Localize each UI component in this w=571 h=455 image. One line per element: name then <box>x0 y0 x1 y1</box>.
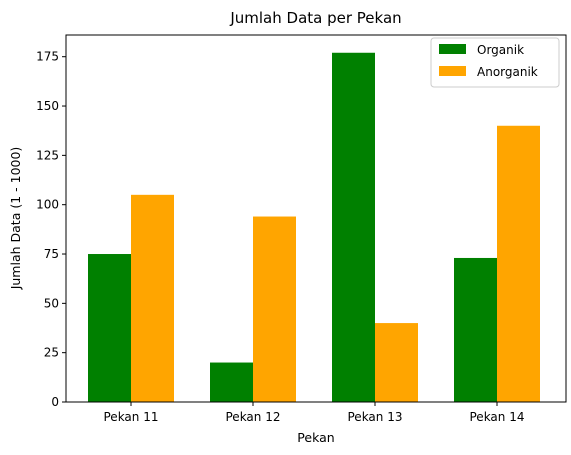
y-tick-label: 150 <box>36 99 59 113</box>
bar-organik-pekan-14 <box>454 257 497 402</box>
y-axis: 0 25 50 75 100 125 150 175 <box>36 50 66 409</box>
bars-group <box>88 52 540 403</box>
y-tick-label: 25 <box>44 346 59 360</box>
y-tick-label: 100 <box>36 198 59 212</box>
x-tick-label-pekan-11: Pekan 11 <box>104 410 159 424</box>
x-tick-label-pekan-13: Pekan 13 <box>348 410 403 424</box>
bar-organik-pekan-13 <box>332 52 375 403</box>
legend: Organik Anorganik <box>430 37 560 88</box>
legend-label-anorganik: Anorganik <box>477 65 538 79</box>
y-tick-label: 125 <box>36 148 59 162</box>
legend-swatch-organik <box>439 44 466 54</box>
x-axis-label: Pekan <box>297 430 334 445</box>
plot-frame <box>65 34 567 403</box>
x-tick-label-pekan-12: Pekan 12 <box>226 410 281 424</box>
x-tick-label-pekan-14: Pekan 14 <box>470 410 525 424</box>
y-tick-label: 75 <box>44 247 59 261</box>
bar-anorganik-pekan-12 <box>253 216 296 402</box>
y-axis-label: Jumlah Data (1 - 1000) <box>8 147 23 291</box>
bar-anorganik-pekan-13 <box>375 323 418 402</box>
bar-organik-pekan-11 <box>88 254 131 402</box>
y-tick-label: 175 <box>36 50 59 64</box>
bar-anorganik-pekan-14 <box>497 125 540 403</box>
legend-label-organik: Organik <box>477 43 524 57</box>
bar-organik-pekan-12 <box>210 362 253 402</box>
chart-title: Jumlah Data per Pekan <box>229 9 401 27</box>
bar-anorganik-pekan-11 <box>131 194 174 402</box>
x-axis: Pekan 11 Pekan 12 Pekan 13 Pekan 14 <box>104 402 525 424</box>
y-tick-label: 50 <box>44 296 59 310</box>
legend-swatch-anorganik <box>439 66 466 76</box>
y-tick-label: 0 <box>51 395 59 409</box>
